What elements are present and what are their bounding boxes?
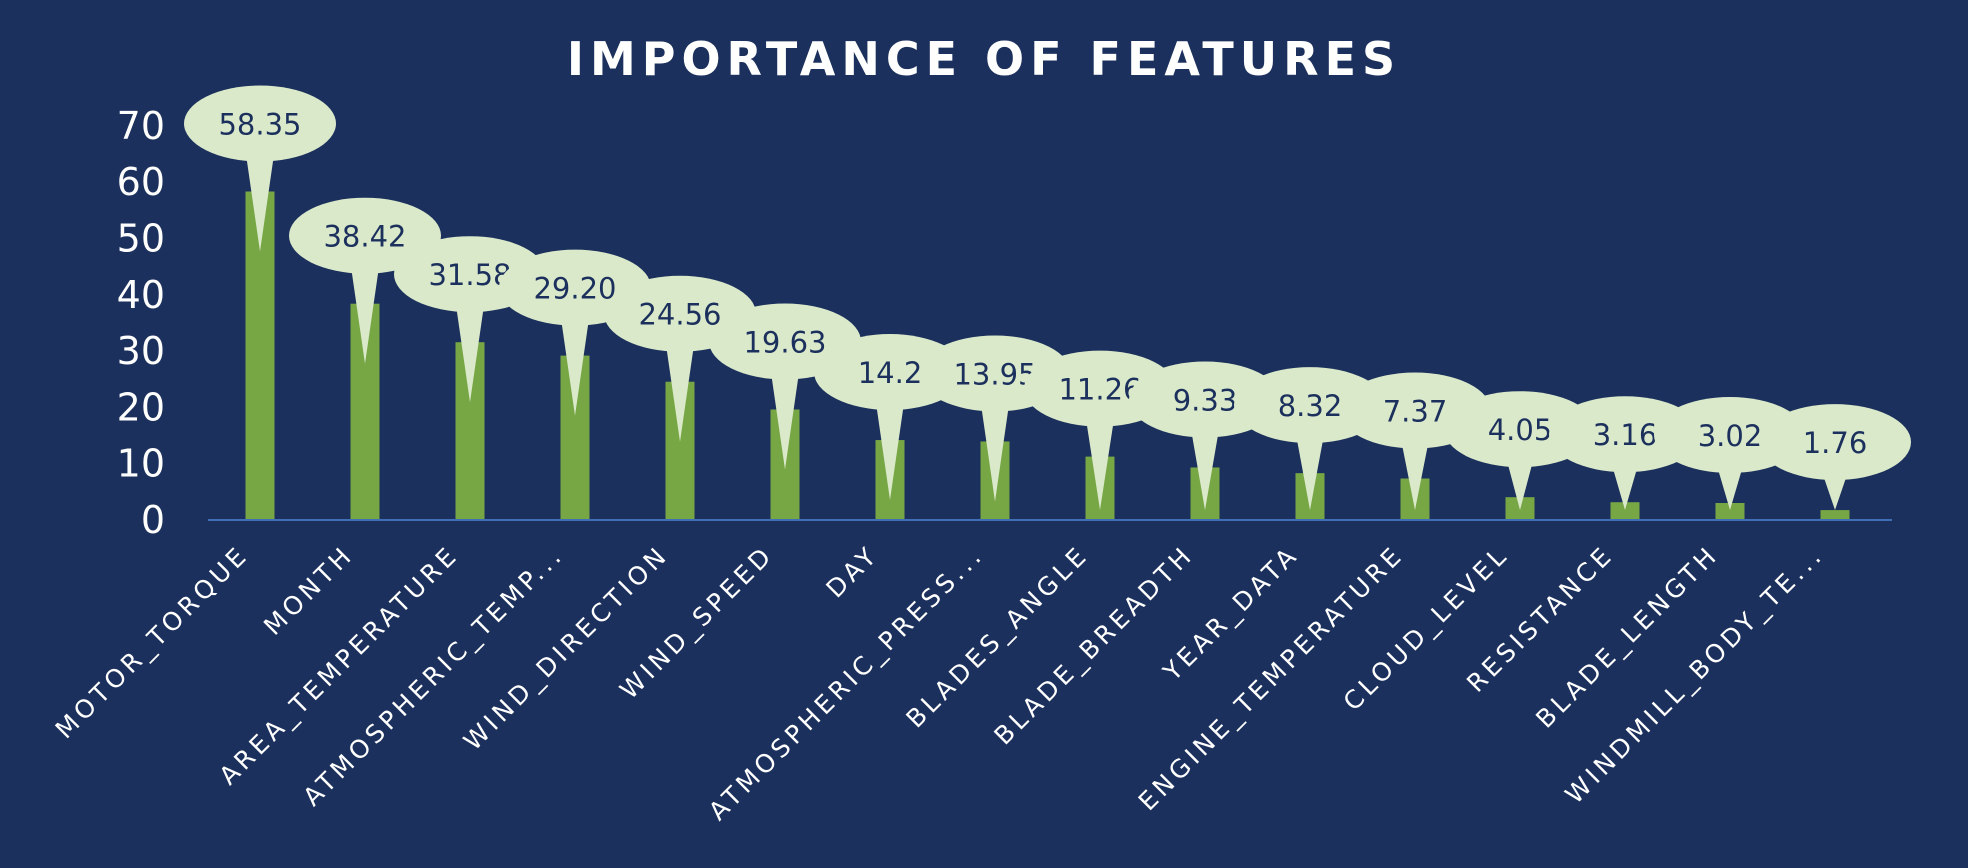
bar xyxy=(1820,510,1850,520)
data-label: 38.42 xyxy=(323,220,406,254)
data-label: 9.33 xyxy=(1173,383,1238,417)
data-label: 24.56 xyxy=(638,298,721,332)
callout-pointer xyxy=(665,337,695,442)
callout-pointer xyxy=(875,396,905,501)
callout-pointer xyxy=(245,147,275,252)
callout-pointer xyxy=(350,259,380,364)
x-category-label: BLADE_LENGTH xyxy=(1530,540,1724,734)
data-label: 1.76 xyxy=(1803,426,1868,460)
x-category-label: BLADE_BREADTH xyxy=(988,540,1199,751)
y-tick-label: 40 xyxy=(117,273,165,317)
data-label: 8.32 xyxy=(1278,389,1343,423)
x-category-label: MOTOR_TORQUE xyxy=(50,540,254,744)
data-label-callout: 58.35 xyxy=(184,85,336,252)
data-label: 31.58 xyxy=(428,258,511,292)
callout-pointer xyxy=(1295,429,1325,510)
data-label-callout: 3.16 xyxy=(1549,396,1701,510)
callout-bubble xyxy=(184,85,336,162)
y-tick-label: 30 xyxy=(117,329,165,373)
data-label: 11.26 xyxy=(1058,373,1141,407)
y-tick-label: 20 xyxy=(117,385,165,429)
y-tick-label: 60 xyxy=(117,160,165,204)
data-label: 3.02 xyxy=(1698,419,1763,453)
callout-pointer xyxy=(1190,423,1220,510)
data-label: 13.95 xyxy=(953,357,1036,391)
callout-pointer xyxy=(560,311,590,416)
data-label-callout: 1.76 xyxy=(1759,404,1911,510)
data-label-callout: 13.95 xyxy=(919,335,1071,502)
data-label: 7.37 xyxy=(1383,395,1448,429)
x-category-label: DAY xyxy=(820,540,884,604)
data-label: 14.2 xyxy=(858,356,923,390)
bar xyxy=(1715,502,1745,520)
y-tick-label: 10 xyxy=(117,442,165,486)
data-label: 4.05 xyxy=(1488,413,1553,447)
callout-pointer xyxy=(1400,434,1430,510)
callout-pointer xyxy=(1505,453,1535,510)
data-label: 58.35 xyxy=(218,107,301,141)
callout-bubble xyxy=(1759,404,1911,481)
data-label-callout: 38.42 xyxy=(289,197,441,364)
callout-bubble xyxy=(1549,396,1701,473)
callout-pointer xyxy=(1085,412,1115,510)
data-label: 19.63 xyxy=(743,325,826,359)
callout-pointer xyxy=(980,397,1010,502)
y-tick-label: 70 xyxy=(117,104,165,148)
data-label: 3.16 xyxy=(1593,418,1658,452)
y-tick-label: 0 xyxy=(141,498,165,542)
y-tick-label: 50 xyxy=(117,217,165,261)
callout-pointer xyxy=(455,298,485,403)
bar xyxy=(1610,502,1640,520)
x-category-label: WIND_DIRECTION xyxy=(458,540,674,756)
data-label: 29.20 xyxy=(533,272,616,306)
x-category-label: MONTH xyxy=(258,540,359,641)
callout-pointer xyxy=(770,365,800,470)
chart-title: IMPORTANCE OF FEATURES xyxy=(566,32,1402,86)
x-category-label: BLADES_ANGLE xyxy=(900,540,1094,734)
callout-bubble xyxy=(289,197,441,274)
